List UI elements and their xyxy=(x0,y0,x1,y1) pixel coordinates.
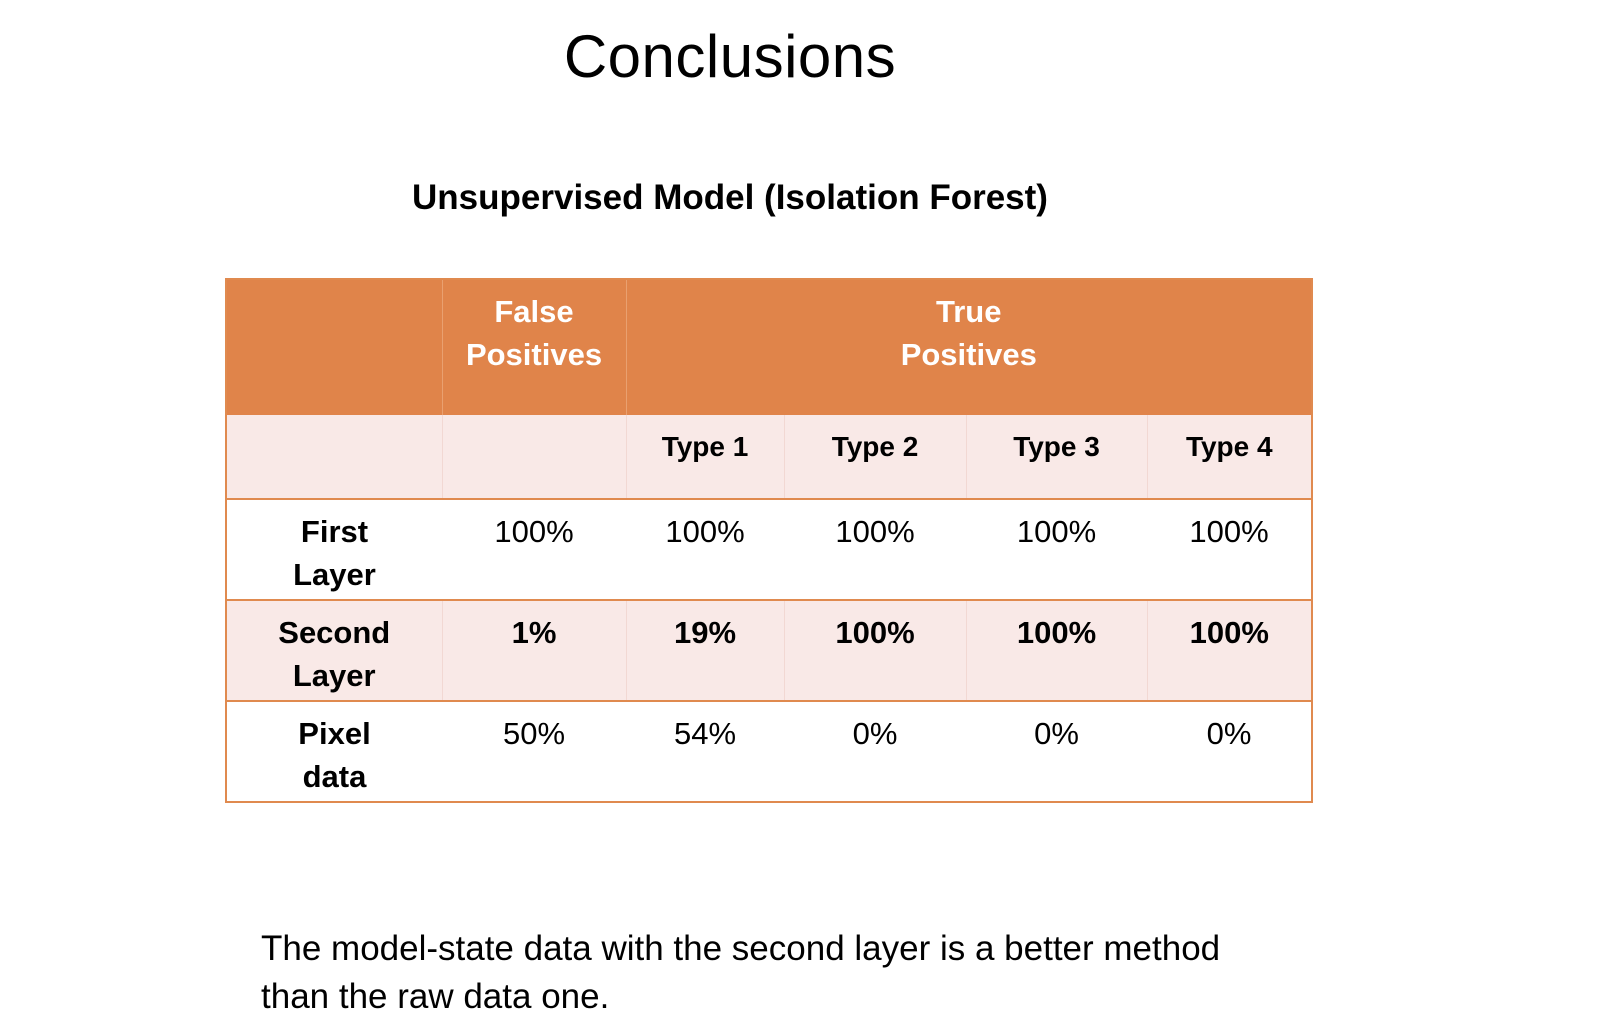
cell-type-4: 100% xyxy=(1147,600,1312,702)
results-table: False Positives True Positives Type 1 Ty… xyxy=(225,278,1313,803)
subheader-type-1: Type 1 xyxy=(626,415,785,500)
header-false-positives-line2: Positives xyxy=(465,337,603,372)
cell-type-3: 100% xyxy=(966,499,1147,601)
cell-type-2: 100% xyxy=(784,499,966,601)
table-row-pixel-data: Pixel data 50% 54% 0% 0% 0% xyxy=(226,701,1312,803)
table-subheader-row: Type 1 Type 2 Type 3 Type 4 xyxy=(226,415,1312,500)
cell-type-1: 100% xyxy=(626,499,784,601)
subheader-type-2: Type 2 xyxy=(784,415,967,500)
row-label-line2: Layer xyxy=(292,658,376,693)
cell-type-2: 0% xyxy=(784,701,966,803)
header-true-positives-line1: True xyxy=(936,294,1002,329)
row-label-line2: data xyxy=(302,759,367,794)
row-label-line1: First xyxy=(300,514,369,549)
subheader-cell-0 xyxy=(226,415,443,500)
conclusion-text: The model-state data with the second lay… xyxy=(261,925,1361,1021)
cell-false-positives: 1% xyxy=(442,600,627,702)
row-label-line1: Pixel xyxy=(298,716,371,751)
subheader-type-4: Type 4 xyxy=(1147,415,1312,500)
cell-type-3: 100% xyxy=(966,600,1148,702)
slide-title: Conclusions xyxy=(563,23,897,90)
header-true-positives-line2: Positives xyxy=(900,337,1037,372)
conclusion-line1: The model-state data with the second lay… xyxy=(261,929,1221,968)
row-label-first-layer: First Layer xyxy=(226,499,442,601)
cell-type-2: 100% xyxy=(784,600,967,702)
table-title: Unsupervised Model (Isolation Forest) xyxy=(412,178,1048,217)
row-label-second-layer: Second Layer xyxy=(226,600,443,702)
header-true-positives: True Positives xyxy=(626,279,1312,415)
cell-type-4: 0% xyxy=(1147,701,1312,803)
cell-type-4: 100% xyxy=(1147,499,1312,601)
subheader-cell-1 xyxy=(442,415,627,500)
cell-type-1: 19% xyxy=(626,600,785,702)
row-label-line1: Second xyxy=(278,615,391,650)
conclusion-line2: than the raw data one. xyxy=(261,977,610,1016)
cell-false-positives: 100% xyxy=(442,499,626,601)
header-false-positives: False Positives xyxy=(442,279,627,415)
row-label-pixel-data: Pixel data xyxy=(226,701,442,803)
row-label-line2: Layer xyxy=(293,557,376,592)
subheader-type-3: Type 3 xyxy=(966,415,1148,500)
cell-type-1: 54% xyxy=(626,701,784,803)
header-false-positives-line1: False xyxy=(494,294,574,329)
cell-false-positives: 50% xyxy=(442,701,626,803)
table-row-first-layer: First Layer 100% 100% 100% 100% 100% xyxy=(226,499,1312,601)
table-header-row: False Positives True Positives xyxy=(226,279,1312,415)
cell-type-3: 0% xyxy=(966,701,1147,803)
table-row-second-layer: Second Layer 1% 19% 100% 100% 100% xyxy=(226,600,1312,702)
header-corner-cell xyxy=(226,279,443,415)
